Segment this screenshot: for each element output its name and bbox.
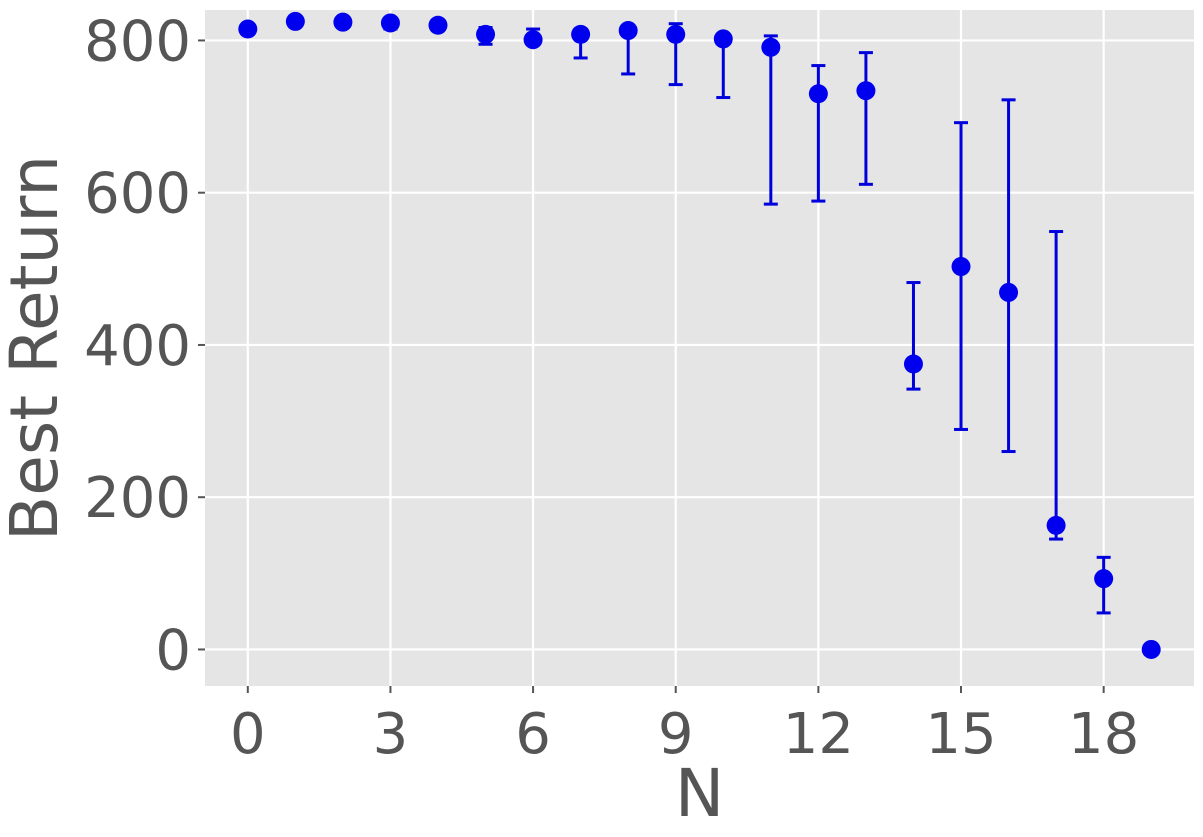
data-point (903, 354, 923, 374)
x-tick-label: 9 (658, 702, 694, 767)
data-point (618, 21, 638, 41)
x-tick-label: 15 (925, 702, 996, 767)
y-axis-ticks: 0 200 400 600 800 (84, 9, 205, 683)
data-point (856, 81, 876, 101)
x-tick-label: 6 (515, 702, 551, 767)
data-point (571, 24, 591, 44)
data-point (428, 15, 448, 35)
x-tick-label: 0 (230, 702, 266, 767)
data-point (1046, 515, 1066, 535)
data-point (808, 84, 828, 104)
data-point (523, 30, 543, 50)
data-point (1141, 639, 1161, 659)
data-point (1094, 569, 1114, 589)
x-tick-label: 12 (783, 702, 854, 767)
plot-background (205, 10, 1194, 686)
x-axis-label: N (675, 755, 724, 832)
error-bar (1049, 230, 1064, 541)
data-point (666, 24, 686, 44)
data-point (476, 24, 496, 44)
data-point (380, 13, 400, 33)
y-tick-label: 600 (84, 162, 191, 227)
data-point (238, 19, 258, 39)
data-point (285, 11, 305, 31)
y-tick-label: 400 (84, 314, 191, 379)
data-point (713, 29, 733, 49)
data-point (951, 257, 971, 277)
data-point (761, 37, 781, 57)
error-bar (763, 34, 778, 206)
y-axis-label: Best Return (0, 155, 73, 541)
data-point (999, 282, 1019, 302)
y-tick-label: 200 (84, 466, 191, 531)
data-point (333, 12, 353, 32)
error-bar (1001, 98, 1016, 454)
error-bar (954, 121, 969, 431)
x-tick-label: 3 (373, 702, 409, 767)
y-tick-label: 800 (84, 9, 191, 74)
x-tick-label: 18 (1068, 702, 1139, 767)
error-bar (858, 51, 873, 186)
y-tick-label: 0 (155, 618, 191, 683)
data-points (238, 11, 1161, 659)
x-axis-ticks: 0 3 6 9 12 15 18 (230, 686, 1139, 767)
